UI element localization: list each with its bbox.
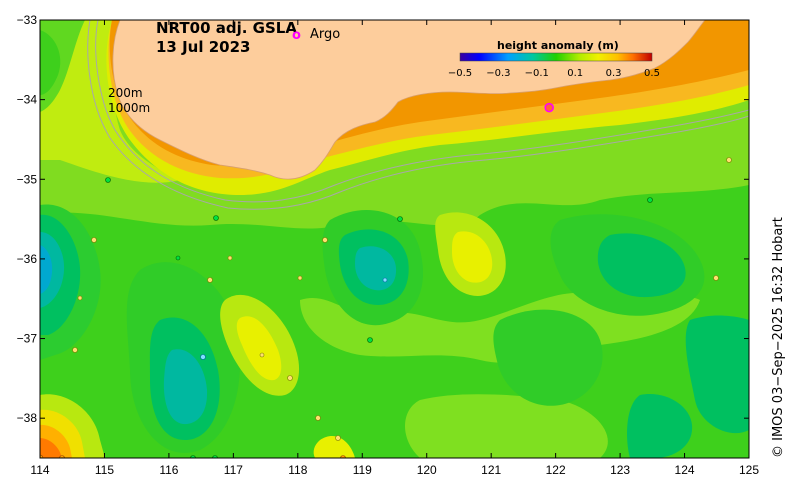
x-tick-label: 117	[224, 463, 243, 477]
float-markers	[72, 157, 732, 441]
isobath-label-1000m: 1000m	[108, 101, 150, 115]
colorbar-label: height anomaly (m)	[497, 39, 619, 52]
argo-legend-label: Argo	[310, 27, 340, 42]
y-axis: −33 −34 −35 −36 −37 −38	[17, 13, 749, 425]
isobath-label-200m: 200m	[108, 86, 143, 100]
y-tick-label: −33	[17, 13, 38, 27]
float-markers	[200, 277, 388, 360]
x-tick-label: 120	[417, 463, 437, 477]
map-title-date: 13 Jul 2023	[156, 38, 250, 56]
x-tick-label: 122	[546, 463, 566, 477]
isobath-200m	[95, 20, 749, 203]
anomaly-region	[452, 231, 493, 283]
anomaly-region	[313, 436, 355, 458]
colorbar-tick-label: 0.1	[567, 68, 583, 79]
anomaly-region	[493, 309, 603, 406]
colorbar-tick-label: −0.3	[486, 68, 510, 79]
y-tick-label: −35	[17, 172, 38, 186]
anomaly-region	[40, 30, 61, 95]
colorbar-tick-label: 0.5	[644, 68, 660, 79]
colorbar	[459, 52, 653, 62]
anomaly-region	[685, 315, 749, 434]
x-tick-label: 124	[675, 463, 695, 477]
anomaly-region	[163, 349, 208, 425]
x-tick-label: 115	[95, 463, 114, 477]
colorbar-tick-label: −0.5	[448, 68, 472, 79]
x-tick-label: 125	[739, 463, 759, 477]
anomaly-region	[597, 233, 686, 298]
x-tick-label: 121	[481, 463, 501, 477]
x-tick-label: 123	[610, 463, 630, 477]
y-tick-label: −36	[17, 252, 38, 266]
x-tick-label: 116	[159, 463, 178, 477]
x-tick-label: 119	[353, 463, 372, 477]
float-markers	[40, 454, 346, 458]
anomaly-region	[40, 20, 180, 183]
x-tick-label: 114	[30, 463, 49, 477]
anomaly-region	[627, 394, 693, 458]
sla-field	[40, 20, 749, 458]
map-title-product: NRT00 adj. GSLA	[156, 19, 297, 37]
colorbar-ticks: −0.5 −0.3 −0.1 0.1 0.3 0.5	[448, 68, 660, 79]
float-markers	[105, 177, 653, 458]
isobath-1000m	[87, 20, 749, 210]
y-tick-label: −38	[17, 411, 38, 425]
y-tick-label: −34	[17, 93, 38, 107]
credit-text: © IMOS 03−Sep−2025 16:32 Hobart	[771, 217, 786, 458]
x-axis: 114 115 116 117 118 119 120 121 122 123 124 125	[30, 20, 759, 477]
plot-frame	[39, 19, 750, 459]
y-tick-label: −37	[17, 332, 38, 346]
anomaly-region	[40, 245, 53, 294]
argo-legend-icon: o	[292, 28, 301, 43]
x-tick-label: 118	[288, 463, 307, 477]
anomaly-region	[236, 316, 282, 381]
colorbar-tick-label: 0.3	[606, 68, 622, 79]
colorbar-tick-label: −0.1	[525, 68, 549, 79]
argo-float-marker[interactable]	[544, 102, 554, 113]
anomaly-region	[405, 394, 608, 458]
anomaly-region	[40, 438, 62, 458]
